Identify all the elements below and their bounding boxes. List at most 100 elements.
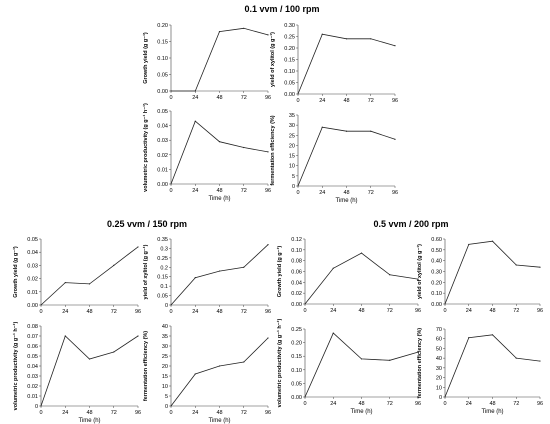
y-tick-label: 10	[162, 384, 168, 390]
x-tick-label: 0	[169, 309, 172, 315]
data-point	[370, 130, 372, 132]
series-line	[304, 332, 419, 398]
y-tick-label: 0.20	[431, 280, 442, 286]
data-point	[170, 304, 172, 306]
y-tick-label: 0.04	[291, 280, 302, 286]
x-tick-label: 24	[330, 308, 336, 314]
data-point	[468, 337, 470, 339]
y-tick-label: 0.15	[284, 58, 295, 64]
y-tick-label: 0.50	[431, 248, 442, 254]
x-tick-label: 96	[265, 188, 271, 194]
y-tick-label: 0.25	[291, 327, 302, 333]
y-tick-label: 0.15	[291, 354, 302, 360]
y-tick-label: 0.15	[157, 40, 168, 46]
data-point	[243, 146, 245, 149]
y-axis-label: yield of xylitol (g g⁻¹)	[142, 244, 149, 299]
x-tick-label: 96	[537, 308, 543, 314]
chart-2: 0.00 0.01 0.02 0.03 0.04 0.05 0 24 48 72 96 volumet…	[142, 103, 271, 202]
y-tick-label: 0.01	[27, 290, 38, 296]
y-tick-label: 0.06	[291, 270, 302, 276]
y-tick-label: 5	[165, 394, 168, 400]
y-tick-label: 0.10	[431, 291, 442, 297]
x-tick-label: 96	[135, 309, 141, 315]
y-tick-label: 0.04	[157, 124, 168, 130]
y-tick-label: 0.05	[27, 237, 38, 243]
y-tick-label: 0.10	[291, 368, 302, 374]
data-point	[194, 277, 196, 279]
y-tick-label: 0.12	[291, 237, 302, 243]
y-tick-label: 0.30	[431, 270, 442, 276]
y-axis-label: fermentation efficiency (%)	[143, 331, 149, 401]
y-tick-label: 40	[436, 356, 442, 362]
data-point	[345, 38, 348, 40]
data-point	[218, 141, 221, 143]
y-axis-label: yield of xylitol (g g⁻¹)	[269, 32, 276, 87]
data-point	[417, 278, 419, 280]
y-tick-label: 0.25	[284, 35, 295, 41]
y-tick-label: 0.06	[27, 344, 38, 350]
y-tick-label: 0.15	[157, 275, 168, 281]
data-point	[417, 351, 419, 353]
data-point	[394, 45, 396, 47]
y-tick-label: 0.25	[157, 256, 168, 262]
x-tick-label: 96	[392, 190, 398, 196]
data-point	[137, 246, 139, 248]
chart-7: 0 5 10 15 20 25 30 35 40 0 24 48 72 96 fermentation ef…	[143, 324, 271, 424]
y-tick-label: 20	[436, 376, 442, 382]
y-tick-label: 0.03	[27, 374, 38, 380]
series-line	[40, 335, 139, 407]
data-point	[194, 373, 196, 375]
chart-5: 0 0.05 0.1 0.15 0.2 0.25 0.3 0.35 0 24 48 72 96 yield…	[142, 237, 271, 315]
x-tick-label: 72	[111, 309, 117, 315]
data-point	[515, 264, 517, 266]
data-point	[304, 396, 306, 398]
x-tick-label: 48	[216, 309, 222, 315]
y-tick-label: 0.3	[160, 246, 168, 252]
x-tick-label: 96	[537, 401, 543, 407]
chart-10: 0.00 0.05 0.10 0.15 0.20 0.25 0 24 48 72 96 volumet…	[276, 319, 421, 415]
y-tick-label: 25	[162, 354, 168, 360]
y-axis-label: Growth yield (g g⁻¹)	[276, 246, 283, 298]
x-tick-label: 24	[192, 309, 198, 315]
y-tick-label: 0.60	[431, 237, 442, 243]
chart-0: 0.00 0.05 0.10 0.15 0.20 0 24 48 72 96 Growth yiel…	[142, 23, 271, 101]
x-tick-label: 48	[216, 410, 222, 416]
chart-6: 0 0.01 0.02 0.03 0.04 0.05 0.06 0.07 0.08 0 24 48 72…	[12, 322, 141, 424]
y-tick-label: 25	[289, 133, 295, 139]
x-tick-label: 72	[368, 98, 374, 104]
chart-9: 0.00 0.10 0.20 0.30 0.40 0.50 0.60 0 24 48 72 96 yie…	[416, 237, 543, 314]
y-axis-label: yield of xylitol (g g⁻¹)	[416, 244, 423, 299]
y-tick-label: 0.04	[27, 364, 38, 370]
y-tick-label: 35	[162, 334, 168, 340]
y-tick-label: 0.01	[27, 394, 38, 400]
x-tick-label: 96	[265, 410, 271, 416]
data-point	[345, 130, 348, 132]
y-tick-label: 0.08	[27, 324, 38, 330]
data-point	[539, 266, 541, 268]
x-tick-label: 72	[241, 410, 247, 416]
series-line	[170, 244, 269, 306]
x-tick-label: 72	[241, 95, 247, 101]
x-tick-label: 72	[241, 188, 247, 194]
y-tick-label: 0.00	[27, 303, 38, 309]
y-tick-label: 15	[162, 374, 168, 380]
x-tick-label: 24	[192, 410, 198, 416]
y-tick-label: 0.02	[27, 384, 38, 390]
x-tick-label: 72	[111, 410, 117, 416]
data-point	[218, 365, 221, 367]
data-point	[40, 405, 42, 407]
x-tick-label: 48	[216, 188, 222, 194]
data-point	[267, 34, 269, 36]
x-tick-label: 96	[415, 308, 421, 314]
chart-11: 0 10 20 30 40 50 60 70 0 24 48 72 96 fermentation eff…	[417, 327, 543, 415]
y-tick-label: 0.00	[157, 182, 168, 188]
x-tick-label: 72	[387, 308, 393, 314]
y-tick-label: 30	[289, 123, 295, 129]
y-tick-label: 0	[165, 404, 168, 410]
series-line	[444, 240, 541, 305]
y-tick-label: 0	[292, 184, 295, 190]
series-line	[40, 246, 139, 306]
y-tick-label: 0.03	[157, 138, 168, 144]
y-tick-label: 20	[162, 364, 168, 370]
data-point	[468, 243, 470, 246]
